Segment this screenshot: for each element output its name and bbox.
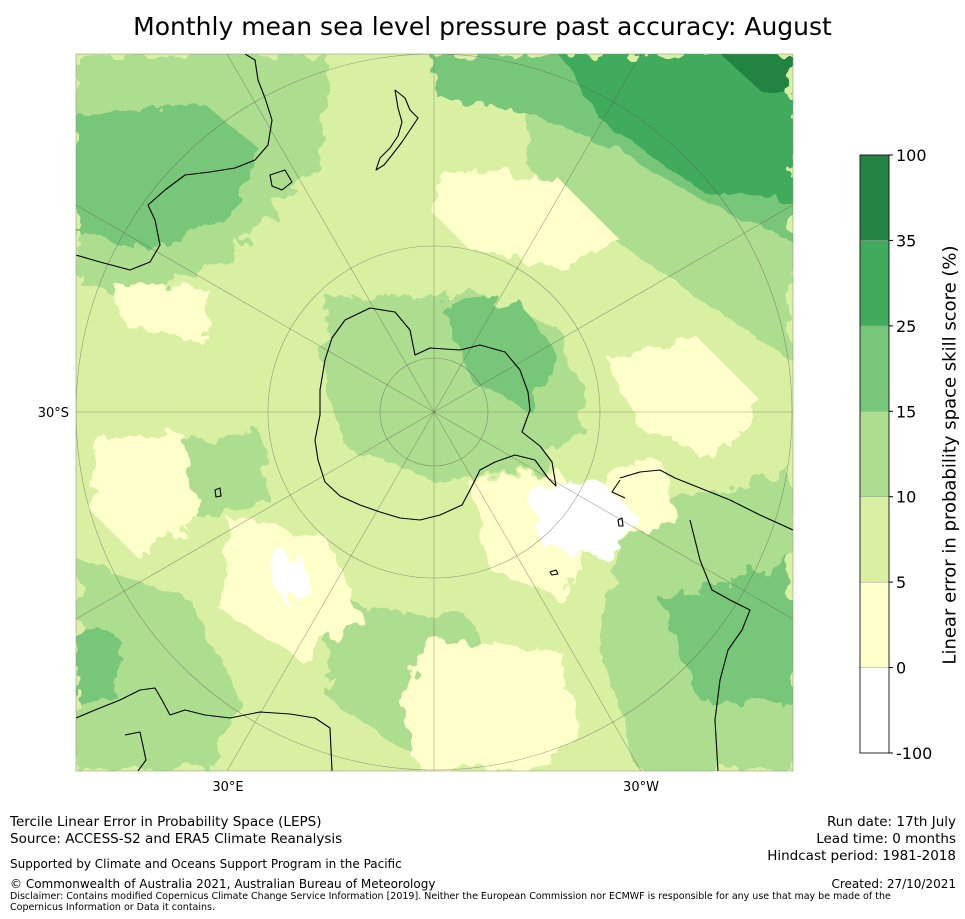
colorbar-tick-label: 5: [896, 573, 906, 592]
footer-copyright: © Commonwealth of Australia 2021, Austra…: [10, 877, 436, 891]
map-frame: [75, 53, 794, 772]
colorbar-tick-label: 0: [896, 659, 906, 678]
colorbar-bin: [859, 667, 890, 754]
footer-source: Source: ACCESS-S2 and ERA5 Climate Reana…: [10, 831, 343, 847]
sub-antarctic-islands: [214, 487, 624, 576]
antarctica-coast: [314, 307, 557, 521]
colorbar-tick-label: 10: [896, 488, 916, 507]
madagascar-coast: [124, 731, 147, 771]
colorbar-bin: [859, 496, 890, 583]
colorbar-bin: [859, 325, 890, 412]
lon-label-30e: 30°E: [212, 780, 243, 795]
colorbar-label: Linear error in probability space skill …: [939, 245, 961, 665]
footer-lead-time: Lead time: 0 months: [816, 831, 956, 847]
lon-label-30w: 30°W: [623, 780, 659, 795]
colorbar: -100 0 5 10 15 25 35 100: [859, 146, 932, 763]
australia-coast: [76, 54, 273, 271]
colorbar-bin: [859, 411, 890, 497]
coastlines: [76, 54, 793, 771]
tasmania-coast: [269, 169, 293, 191]
footer-support: Supported by Climate and Oceans Support …: [10, 857, 402, 871]
chart-title: Monthly mean sea level pressure past acc…: [133, 12, 832, 41]
footer-run-date: Run date: 17th July: [826, 814, 956, 830]
colorbar-tick-label: 15: [896, 402, 916, 421]
colorbar-tick-label: 25: [896, 317, 916, 336]
lat-label-30s: 30°S: [38, 406, 69, 421]
graticule: [76, 54, 793, 771]
colorbar-bin: [859, 240, 890, 327]
south-america-coast: [611, 469, 793, 771]
colorbar-bin: [859, 581, 890, 668]
footer-disclaimer: Disclaimer: Contains modified Copernicus…: [10, 891, 891, 913]
colorbar-frame: [859, 154, 890, 754]
colorbar-tick-label: 100: [896, 146, 927, 165]
africa-coast: [76, 687, 333, 771]
new-zealand-coast: [375, 89, 419, 171]
map-panel: [76, 54, 793, 771]
colorbar-tick-label: -100: [896, 744, 932, 763]
footer-created: Created: 27/10/2021: [831, 877, 956, 891]
footer-hindcast: Hindcast period: 1981-2018: [767, 848, 956, 864]
footer-method: Tercile Linear Error in Probability Spac…: [10, 814, 322, 830]
colorbar-bin: [859, 154, 890, 241]
colorbar-tick-label: 35: [896, 231, 916, 250]
